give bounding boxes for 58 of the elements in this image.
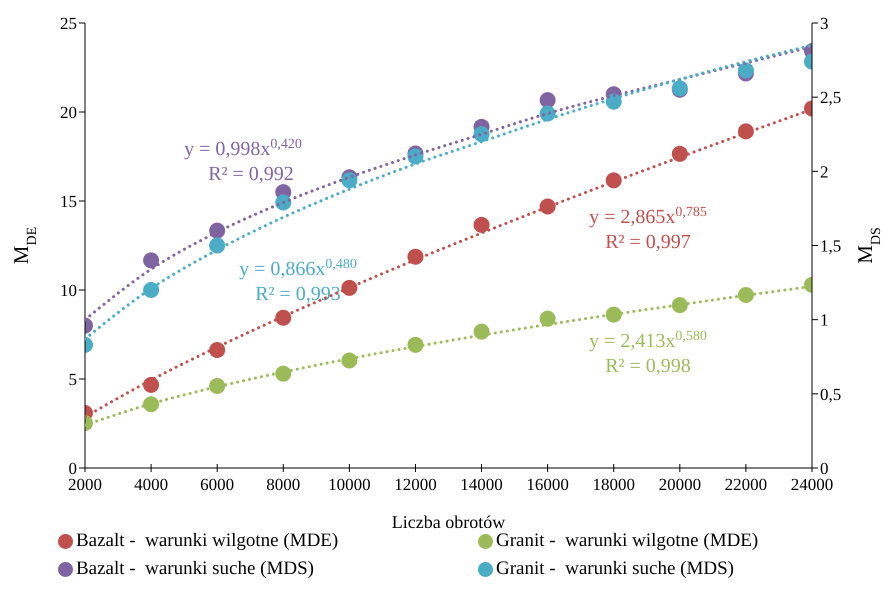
- legend-label: Bazalt - warunki wilgotne (MDE): [76, 530, 338, 552]
- annotation: R² = 0,998: [605, 355, 691, 377]
- y-tick-label: 5: [68, 370, 77, 390]
- point: [672, 297, 688, 314]
- point: [209, 238, 226, 254]
- y2-tick-label: 1,5: [820, 236, 842, 256]
- x-tick-label: 10000: [328, 475, 371, 494]
- annotation: R² = 0,997: [605, 231, 691, 253]
- point: [474, 216, 490, 233]
- annotation: R² = 0,992: [208, 163, 294, 185]
- x-tick-label: 6000: [200, 475, 234, 494]
- point: [341, 280, 358, 296]
- point: [606, 306, 622, 323]
- point: [407, 336, 424, 353]
- point: [738, 286, 754, 303]
- y2-tick-label: 3: [820, 14, 828, 34]
- y-tick-label: 15: [60, 192, 77, 212]
- x-tick-label: 18000: [592, 475, 635, 494]
- y-tick-label: 10: [60, 281, 77, 300]
- point: [275, 310, 292, 326]
- y-tick-label: 20: [60, 103, 77, 122]
- annotation: y = 0,998x$^{0,420}$: [184, 136, 302, 160]
- point: [341, 172, 358, 188]
- annotation: y = 2,865x$^{0,785}$: [589, 204, 707, 228]
- annotation: R² = 0,993: [255, 283, 341, 305]
- legend-label: Granit - warunki suche (MDS): [496, 558, 734, 580]
- x-tick-label: 22000: [724, 475, 768, 494]
- x-tick-label: 16000: [526, 475, 569, 494]
- x-tick-label: 20000: [658, 475, 702, 494]
- y2-tick-label: 1: [820, 310, 828, 330]
- point: [341, 352, 358, 368]
- point: [275, 366, 292, 382]
- x-tick-label: 4000: [134, 475, 168, 494]
- x-tick-label: 12000: [394, 475, 437, 494]
- x-tick-label: 14000: [460, 475, 503, 494]
- point: [143, 376, 160, 393]
- point: [738, 62, 754, 78]
- y2-tick-label: 2: [820, 162, 828, 182]
- point: [540, 198, 556, 215]
- point: [143, 282, 160, 298]
- y-tick-label: 25: [60, 14, 77, 34]
- point: [474, 324, 490, 340]
- x-tick-label: 8000: [266, 475, 300, 494]
- y2-tick-label: 2,5: [820, 88, 842, 108]
- point: [540, 92, 556, 108]
- x-axis-title: Liczba obrotów: [392, 512, 506, 532]
- legend-label: Granit - warunki wilgotne (MDE): [496, 530, 758, 552]
- point: [407, 248, 424, 265]
- point: [143, 396, 160, 412]
- point: [209, 378, 226, 394]
- point: [540, 310, 556, 327]
- annotation: y = 2,413x$^{0,580}$: [589, 328, 707, 352]
- point: [672, 146, 688, 162]
- annotation: y = 0,866x$^{0,480}$: [239, 256, 357, 280]
- point: [143, 252, 160, 268]
- point: [209, 342, 226, 358]
- y2-tick-label: 0,5: [820, 384, 842, 404]
- legend-label: Bazalt - warunki suche (MDS): [76, 558, 314, 580]
